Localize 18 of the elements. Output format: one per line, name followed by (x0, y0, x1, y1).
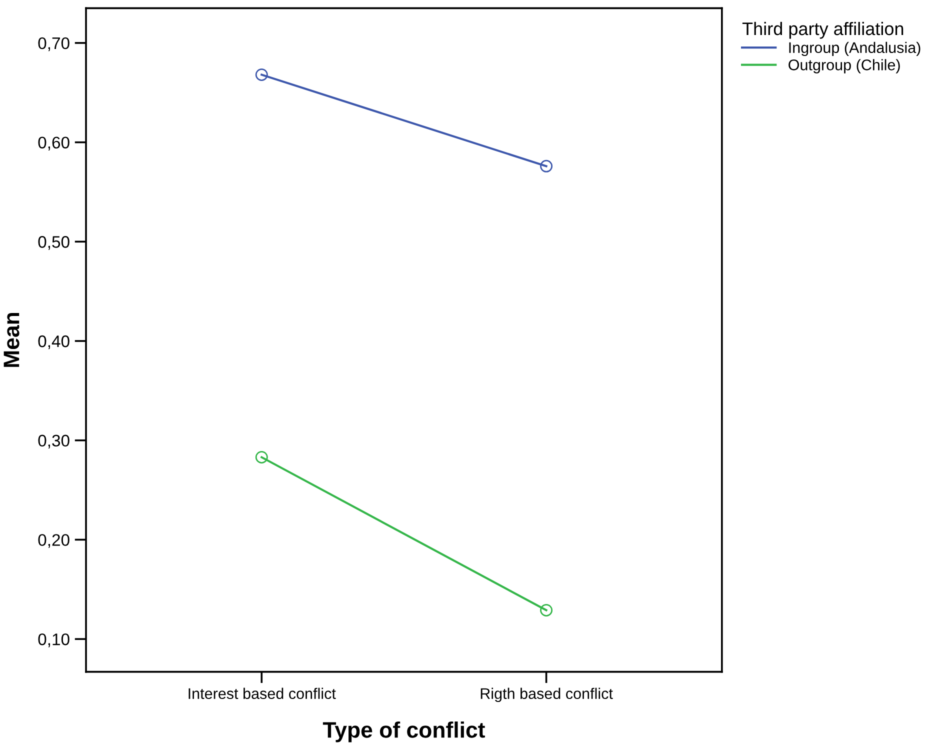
point (540, 604, 553, 616)
y-axis-title: Mean (4, 312, 20, 367)
point (255, 450, 268, 464)
x-axis-title: Type of conflict (322, 721, 485, 742)
point (540, 160, 553, 172)
y-tick-label: 0,70 (38, 37, 70, 52)
y-tick-label: 0,20 (38, 534, 70, 548)
legend-label: Outgroup (Chile) (788, 59, 900, 74)
x-tick-label: Rigth based conflict (480, 688, 613, 702)
legend-label: Ingroup (Andalusia) (789, 42, 920, 56)
y-tick-label: 0,30 (38, 434, 70, 449)
point (255, 68, 268, 81)
y-tick-label: 0,10 (38, 633, 70, 648)
y-tick-label: 0,50 (38, 236, 70, 250)
x-tick-label: Interest based conflict (188, 688, 336, 700)
legend-title: Third party affiliation (742, 22, 904, 39)
y-tick-label: 0,60 (38, 136, 70, 150)
y-tick-label: 0,40 (38, 335, 70, 350)
